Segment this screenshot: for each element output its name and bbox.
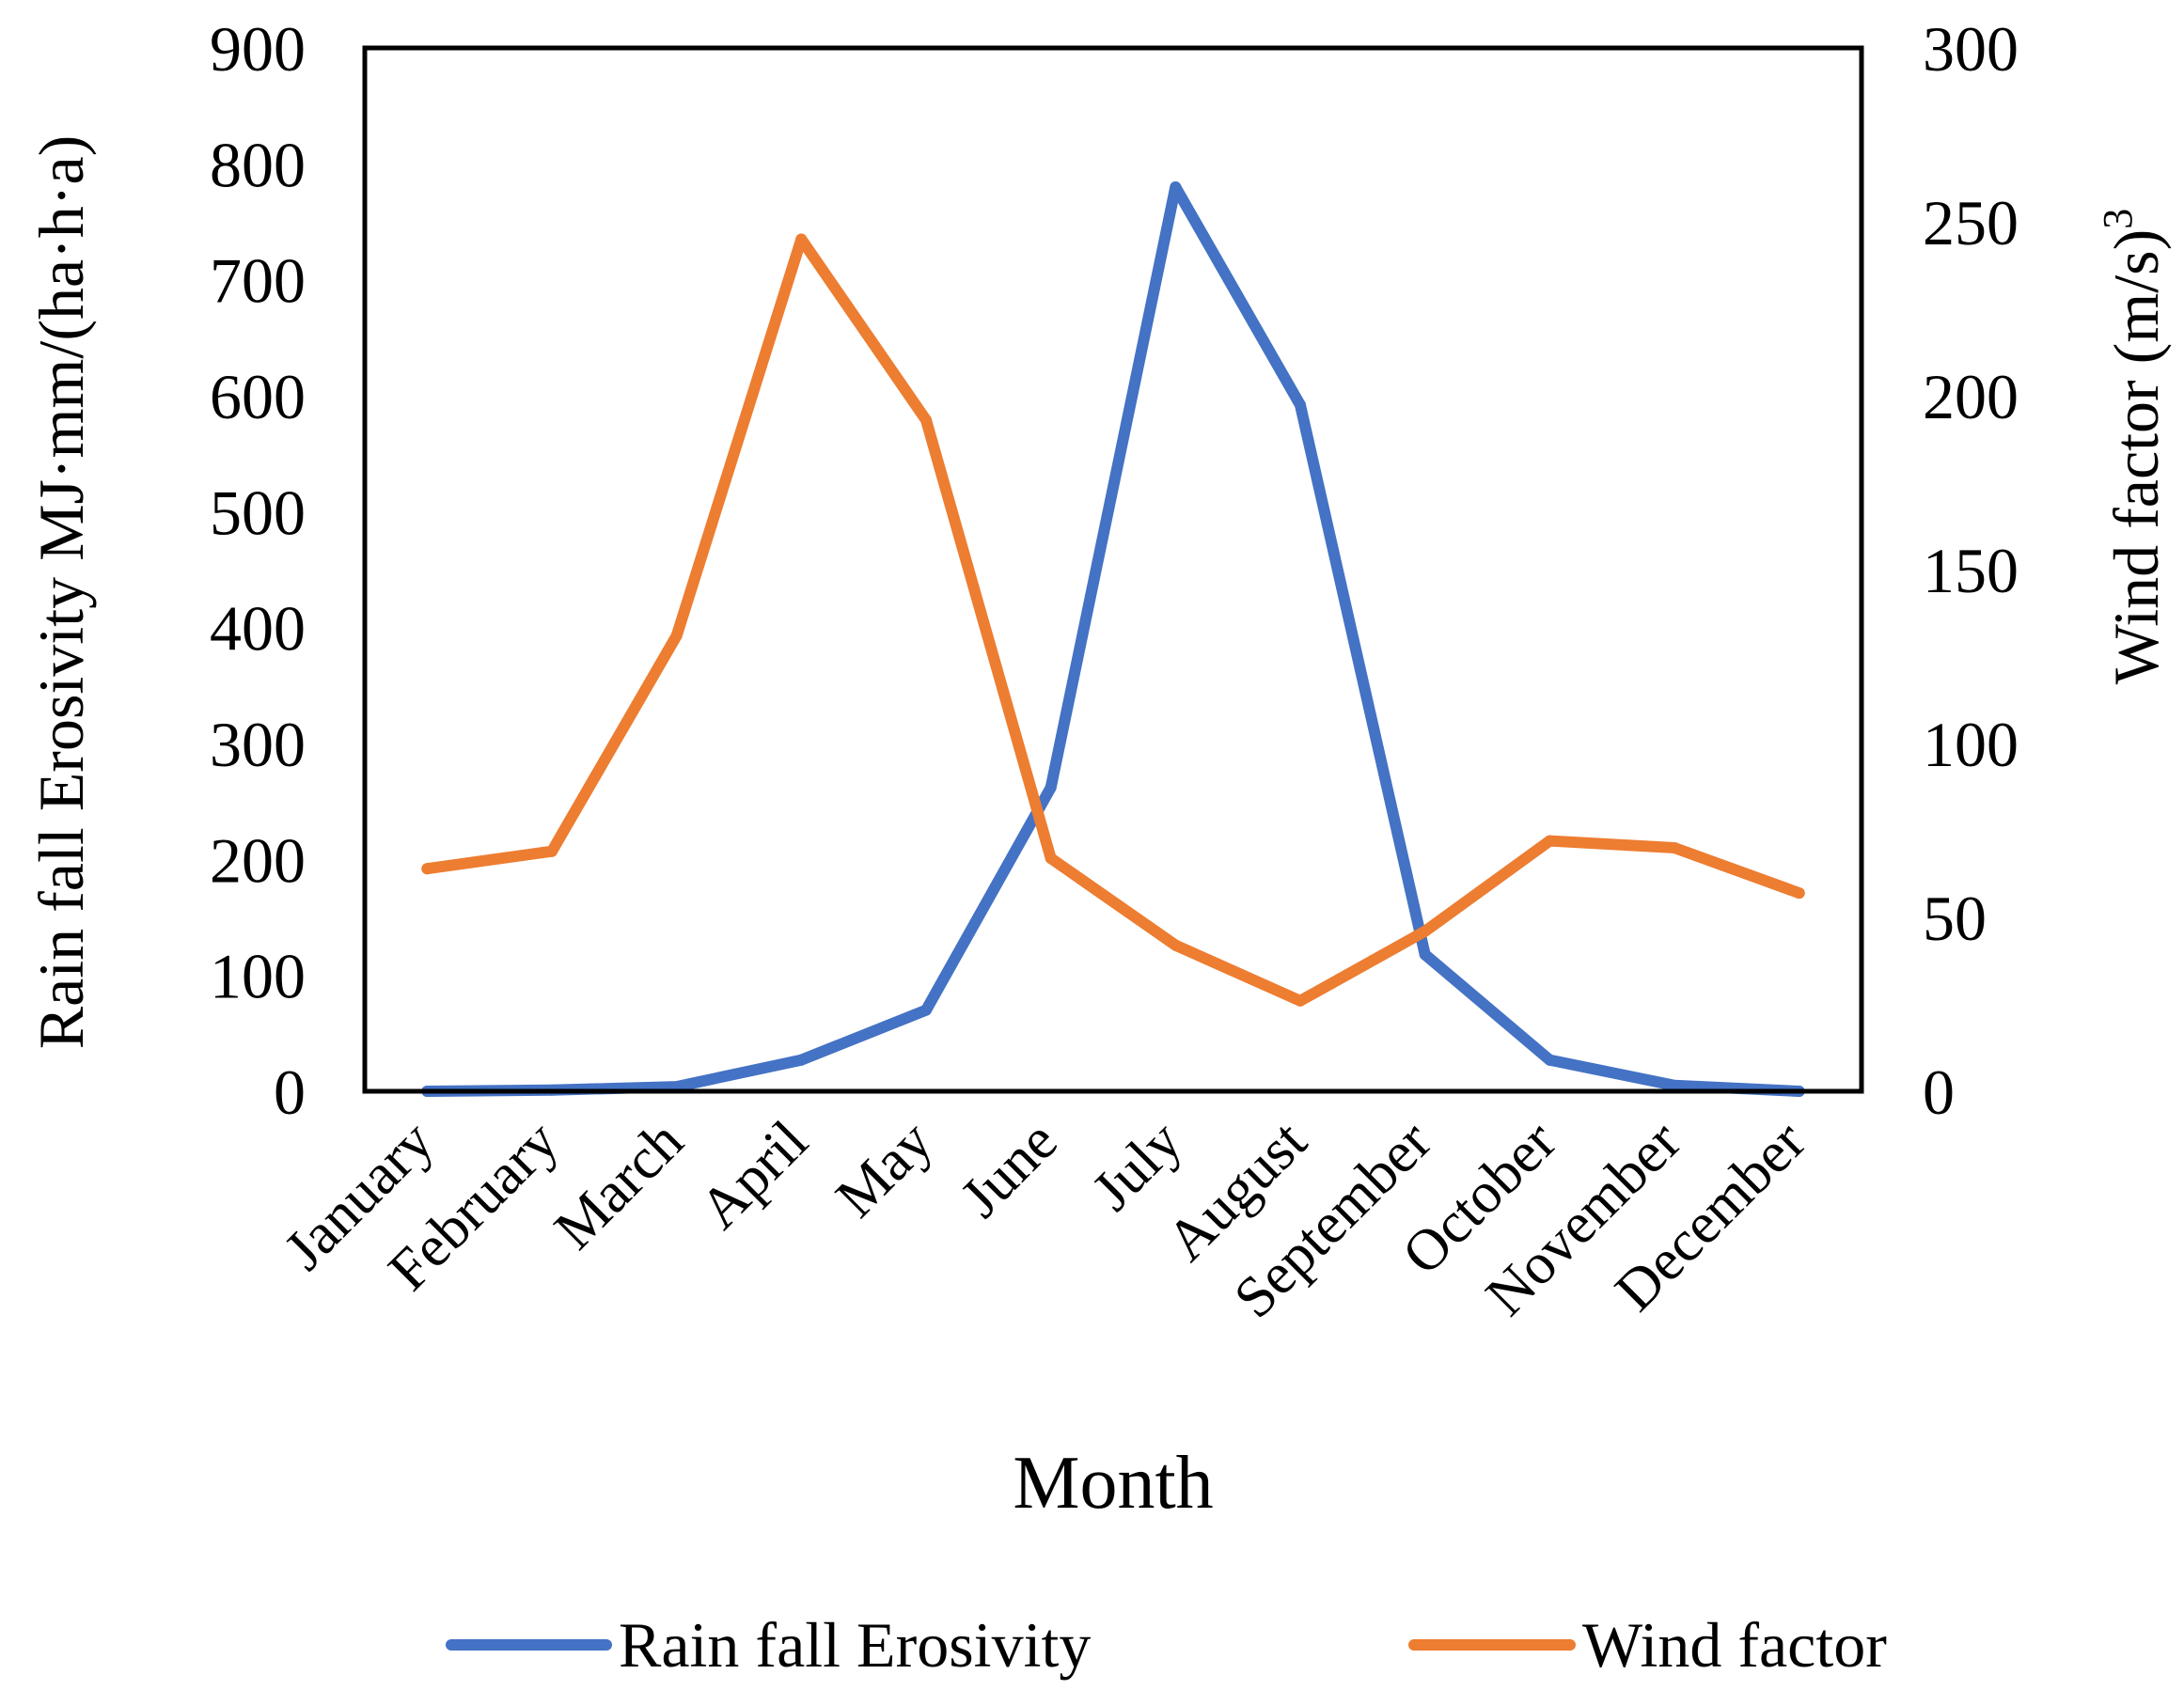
left-axis-tick-label: 700 [210,245,306,317]
left-axis-tick-label: 600 [210,361,306,432]
right-axis-title-superscript: 3 [2095,209,2141,229]
x-axis-category-label: June [949,1109,1069,1229]
series-line-rain-fall-erosivity [421,181,1805,1097]
legend-label-wind-factor: Wind factor [1582,1609,1887,1681]
left-axis-tick-label: 0 [274,1056,306,1128]
axes-layer: 0 100 200 300 400 500 600 700 800 900 0 50 100 150 200… [210,13,2019,1330]
right-axis-tick-label: 0 [1923,1056,1955,1128]
x-axis-category-label: March [542,1109,696,1262]
x-axis-category-label: May [824,1109,944,1229]
right-axis-tick-label: 200 [1923,361,2019,432]
left-axis-title: Rain fall Erosivity MJ·mm/(ha·h·a) [25,135,97,1050]
data-point-rain-fall-erosivity [1295,399,1306,411]
series-line-wind-factor [421,233,1805,1007]
x-axis-category-label: April [688,1109,821,1242]
data-point-wind-factor [1170,939,1182,951]
right-axis-tick-label: 150 [1923,535,2019,606]
left-axis-tick-label: 500 [210,477,306,548]
data-point-rain-fall-erosivity [795,1054,808,1066]
data-point-wind-factor [1544,835,1556,847]
data-point-wind-factor [920,414,932,426]
data-point-rain-fall-erosivity [920,1004,932,1016]
plot-area-frame [362,45,1864,1094]
left-axis-tick-label: 400 [210,593,306,665]
legend: Rain fall Erosivity Wind factor [446,1609,1887,1681]
data-point-wind-factor [795,233,808,245]
data-point-wind-factor [1793,887,1805,900]
left-axis-tick-label: 900 [210,13,306,85]
data-point-rain-fall-erosivity [1170,181,1182,193]
data-point-rain-fall-erosivity [1544,1054,1556,1066]
left-axis-tick-label: 100 [210,941,306,1012]
data-point-wind-factor [1669,842,1680,853]
legend-label-rain-fall-erosivity: Rain fall Erosivity [619,1609,1091,1681]
left-axis-tick-label: 200 [210,824,306,896]
left-axis-tick-label: 800 [210,129,306,200]
right-axis-tick-label: 300 [1923,13,2019,85]
data-point-wind-factor [1419,925,1431,937]
right-axis-tick-label: 100 [1923,709,2019,780]
left-axis-tick-label: 300 [210,709,306,780]
data-point-rain-fall-erosivity [1669,1079,1680,1091]
data-point-wind-factor [421,863,433,875]
right-axis-tick-label: 50 [1923,883,1987,954]
right-axis-tick-label: 250 [1923,187,2019,258]
right-axis-title: Wind factor (m/s)3 [2095,209,2172,684]
data-point-wind-factor [546,845,558,857]
data-point-rain-fall-erosivity [1419,948,1431,961]
right-axis-title-text: Wind factor (m/s) [2100,229,2172,684]
data-point-wind-factor [1295,994,1306,1007]
series-layer [421,181,1805,1097]
x-axis-title: Month [1013,1442,1213,1525]
data-point-wind-factor [1045,853,1057,865]
data-point-wind-factor [670,630,683,642]
data-point-rain-fall-erosivity [1045,781,1057,793]
